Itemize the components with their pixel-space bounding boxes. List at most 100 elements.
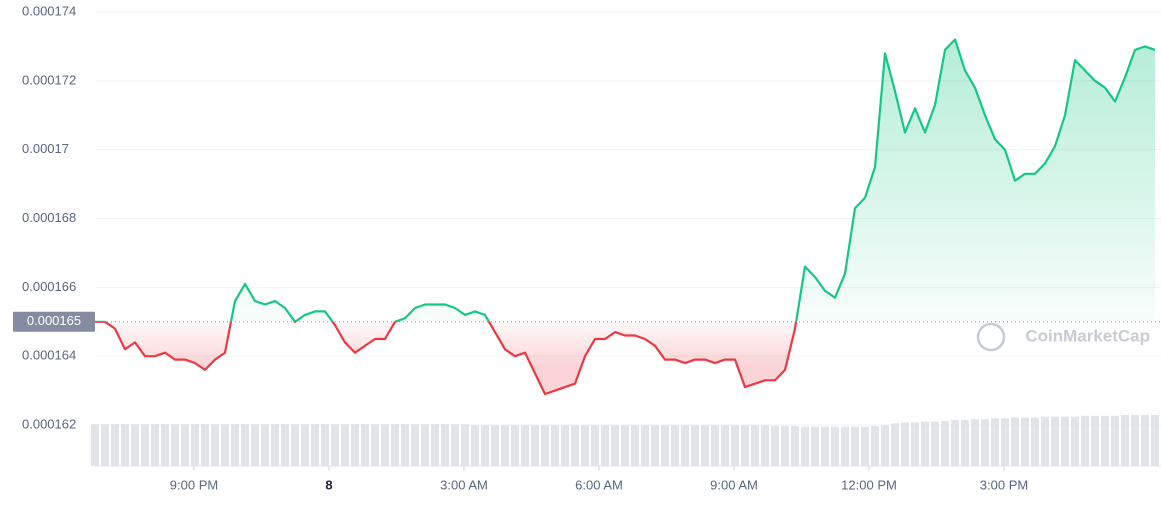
volume-bar <box>391 424 399 466</box>
volume-bar <box>861 426 869 466</box>
volume-bar <box>291 424 299 466</box>
volume-bar <box>1001 418 1009 466</box>
volume-bar <box>631 425 639 466</box>
volume-bar <box>1061 416 1069 466</box>
volume-bar <box>121 424 129 466</box>
y-tick-label: 0.000174 <box>22 3 76 18</box>
volume-bar <box>601 425 609 466</box>
volume-bar <box>841 426 849 466</box>
y-tick-label: 0.000164 <box>22 348 76 363</box>
volume-bar <box>731 425 739 466</box>
volume-bar <box>1011 417 1019 466</box>
volume-bar <box>1031 417 1039 466</box>
volume-bar <box>91 424 99 466</box>
volume-bar <box>511 425 519 466</box>
volume-bar <box>241 424 249 466</box>
x-tick-label: 8 <box>325 477 332 492</box>
volume-bar <box>981 419 989 466</box>
x-tick-label: 9:00 PM <box>170 477 218 492</box>
volume-bar <box>371 424 379 466</box>
volume-bar <box>941 420 949 466</box>
volume-bar <box>451 424 459 466</box>
volume-bar <box>1021 417 1029 466</box>
volume-bar <box>381 424 389 466</box>
x-tick-label: 3:00 PM <box>980 477 1028 492</box>
volume-bar <box>1071 416 1079 466</box>
volume-bar <box>651 425 659 466</box>
volume-bar <box>171 424 179 466</box>
volume-bar <box>1081 415 1089 466</box>
watermark: CoinMarketCap <box>1025 326 1150 345</box>
volume-bar <box>561 425 569 466</box>
volume-bar <box>851 426 859 466</box>
volume-bar <box>191 424 199 466</box>
volume-bar <box>501 425 509 466</box>
volume-bar <box>261 424 269 466</box>
volume-bar <box>741 425 749 466</box>
volume-bar <box>871 425 879 466</box>
volume-bar <box>471 425 479 466</box>
volume-bar <box>231 424 239 466</box>
volume-bar <box>811 426 819 466</box>
volume-bar <box>661 425 669 466</box>
volume-bar <box>1091 415 1099 466</box>
volume-bar <box>401 424 409 466</box>
volume-bar <box>921 421 929 466</box>
volume-bar <box>971 419 979 466</box>
volume-bar <box>951 420 959 466</box>
y-tick-label: 0.000166 <box>22 279 76 294</box>
volume-bar <box>1131 415 1139 466</box>
volume-bar <box>541 425 549 466</box>
volume-bar <box>1141 415 1149 466</box>
volume-bar <box>491 425 499 466</box>
y-tick-label: 0.000168 <box>22 210 76 225</box>
volume-bar <box>571 425 579 466</box>
volume-bar <box>961 420 969 466</box>
volume-bar <box>211 424 219 466</box>
volume-bar <box>761 425 769 466</box>
volume-bar <box>351 424 359 466</box>
volume-bar <box>721 425 729 466</box>
volume-bar <box>331 424 339 466</box>
volume-bar <box>461 424 469 466</box>
volume-bar <box>781 425 789 466</box>
volume-bar <box>831 426 839 466</box>
x-tick-label: 3:00 AM <box>440 477 488 492</box>
volume-bar <box>1111 415 1119 466</box>
volume-bar <box>1121 415 1129 466</box>
volume-bar <box>301 424 309 466</box>
volume-bar <box>771 425 779 466</box>
volume-bar <box>701 425 709 466</box>
y-tick-label: 0.00017 <box>22 141 69 156</box>
volume-bar <box>201 424 209 466</box>
volume-bar <box>581 425 589 466</box>
volume-bar <box>411 424 419 466</box>
volume-bar <box>991 418 999 466</box>
volume-bar <box>711 425 719 466</box>
volume-bar <box>521 425 529 466</box>
volume-bar <box>621 425 629 466</box>
volume-bar <box>681 425 689 466</box>
watermark-logo <box>976 322 1006 352</box>
volume-bar <box>251 424 259 466</box>
volume-bar <box>421 424 429 466</box>
volume-bar <box>551 425 559 466</box>
volume-bar <box>141 424 149 466</box>
volume-bar <box>1151 415 1159 466</box>
volume-bar <box>101 424 109 466</box>
volume-bar <box>181 424 189 466</box>
y-tick-label: 0.000162 <box>22 416 76 431</box>
volume-bar <box>431 424 439 466</box>
volume-bar <box>1101 415 1109 466</box>
volume-bar <box>901 422 909 466</box>
volume-bar <box>481 425 489 466</box>
volume-bar <box>1051 416 1059 466</box>
reference-label: 0.000165 <box>27 313 81 328</box>
x-tick-label: 6:00 AM <box>575 477 623 492</box>
volume-bar <box>161 424 169 466</box>
volume-bar <box>611 425 619 466</box>
price-line <box>95 38 1156 396</box>
volume-bar <box>321 424 329 466</box>
volume-bar <box>911 422 919 466</box>
